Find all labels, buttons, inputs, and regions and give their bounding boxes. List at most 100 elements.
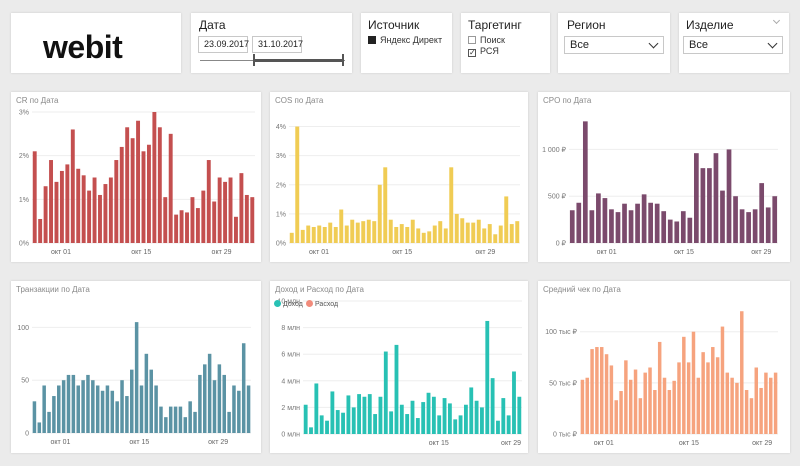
bar	[427, 231, 432, 243]
legend-item-expense[interactable]: Расход	[306, 300, 338, 309]
bar	[125, 127, 130, 243]
bar	[339, 209, 344, 243]
date-slider-end-handle[interactable]	[342, 54, 344, 66]
bar	[633, 369, 638, 434]
bar	[485, 320, 490, 434]
chevron-down-icon	[767, 38, 778, 49]
y-tick-label: 4%	[276, 124, 286, 131]
x-tick-label: окт 01	[50, 439, 70, 446]
bar	[399, 404, 404, 434]
bar	[76, 385, 80, 433]
source-slicer	[361, 13, 452, 73]
bar	[426, 392, 431, 434]
bar	[604, 354, 609, 434]
y-tick-label: 0 ₽	[556, 240, 567, 248]
bar	[61, 380, 66, 433]
product-slicer-title: Изделие	[686, 18, 734, 32]
bar	[744, 390, 749, 434]
x-tick-label: окт 15	[429, 440, 449, 447]
bar	[453, 419, 458, 434]
x-tick-label: окт 29	[751, 249, 771, 256]
bar	[389, 411, 394, 434]
bar	[648, 367, 652, 434]
bar	[585, 377, 589, 434]
bar	[711, 347, 715, 434]
targeting-option-search[interactable]: Поиск	[468, 35, 505, 45]
bar	[159, 406, 163, 433]
bar	[212, 201, 217, 243]
bar	[383, 167, 388, 243]
bar	[715, 357, 720, 434]
bar	[341, 412, 345, 434]
bar	[328, 222, 333, 243]
bar	[615, 212, 621, 243]
bar	[432, 225, 437, 243]
bar	[449, 167, 454, 243]
bar	[653, 390, 657, 434]
bar	[657, 341, 662, 434]
bar	[149, 369, 153, 433]
avg-check-chart-title: Средний чек по Дата	[543, 285, 621, 294]
transactions-chart: 0 50 100 окт 01 окт 15 окт 29	[17, 322, 251, 446]
cpo-chart: 0 ₽ 500 ₽ 1 000 ₽ окт 01 окт 15 окт 29	[542, 121, 778, 256]
bar	[108, 177, 113, 243]
bar	[76, 168, 81, 243]
y-tick-label: 3%	[19, 110, 29, 117]
bar	[700, 168, 706, 243]
bar	[303, 404, 308, 434]
date-start-input[interactable]: 23.09.2017	[198, 36, 249, 53]
bar	[431, 396, 436, 434]
bar	[42, 385, 46, 433]
y-tick-label: 100 тыс ₽	[545, 328, 577, 336]
bar	[749, 398, 754, 434]
income-expense-chart-card: 0 млн 2 млн 4 млн 6 млн 8 млн 10 млн окт 15 окт…	[270, 281, 528, 453]
bar	[421, 402, 426, 434]
legend-item-income[interactable]: Доход	[274, 300, 303, 309]
bar	[49, 160, 53, 243]
bar	[590, 349, 594, 434]
bar	[322, 226, 327, 243]
bar	[372, 221, 377, 243]
date-end-input[interactable]: 31.10.2017	[252, 36, 303, 53]
source-option-yandex[interactable]: Яндекс Директ	[368, 35, 442, 45]
bar	[733, 196, 738, 243]
bar	[355, 222, 360, 243]
targeting-option-rsya[interactable]: ✓ РСЯ	[468, 46, 499, 57]
bar	[628, 379, 633, 434]
bar	[394, 226, 399, 243]
bar	[115, 401, 119, 433]
bar	[92, 177, 97, 243]
bar	[476, 219, 481, 243]
bar	[346, 395, 351, 434]
bar	[754, 367, 759, 434]
bar	[367, 394, 372, 434]
legend-dot-icon	[306, 300, 313, 307]
bar	[57, 385, 61, 433]
bar	[119, 146, 124, 243]
bar	[609, 365, 614, 434]
bar	[515, 221, 520, 243]
bar	[47, 411, 51, 433]
bar	[188, 401, 192, 433]
bar	[168, 406, 173, 433]
bar	[130, 138, 135, 243]
bar	[487, 224, 492, 243]
region-dropdown[interactable]: Все	[564, 36, 664, 54]
bar	[52, 396, 56, 433]
y-tick-label: 0	[25, 431, 29, 438]
bar	[237, 390, 241, 433]
bar	[300, 229, 305, 243]
x-tick-label: окт 15	[674, 249, 694, 256]
bar	[98, 194, 102, 243]
bar	[674, 221, 680, 243]
bar	[178, 406, 183, 433]
x-tick-label: окт 15	[129, 439, 149, 446]
product-dropdown[interactable]: Все	[683, 36, 783, 54]
y-tick-label: 50	[21, 378, 29, 385]
bar	[388, 219, 393, 243]
x-tick-label: окт 15	[392, 249, 412, 256]
date-slider-start-handle[interactable]	[253, 54, 255, 66]
bar	[174, 214, 179, 243]
bar	[201, 190, 206, 243]
bar	[740, 311, 744, 434]
